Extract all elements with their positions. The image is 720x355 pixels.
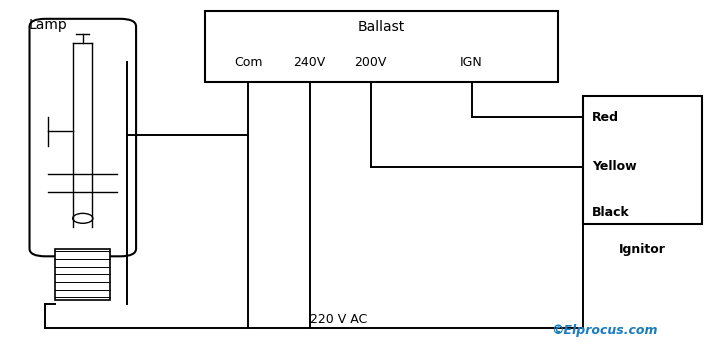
Text: Ignitor: Ignitor [619,243,666,256]
Text: Black: Black [592,207,629,219]
Bar [55,248,110,300]
Text: 220 V AC: 220 V AC [310,313,367,326]
Text: Lamp: Lamp [29,18,68,32]
Text: IGN: IGN [460,56,483,69]
Text: Red: Red [592,111,619,124]
Text: Com: Com [234,56,263,69]
Text: ©Elprocus.com: ©Elprocus.com [552,324,658,337]
Bar [583,96,702,224]
Text: 240V: 240V [294,56,325,69]
Text: 200V: 200V [355,56,387,69]
Text: Yellow: Yellow [592,160,636,173]
FancyBboxPatch shape [30,19,136,256]
Text: Ballast: Ballast [358,20,405,33]
Bar [205,11,558,82]
